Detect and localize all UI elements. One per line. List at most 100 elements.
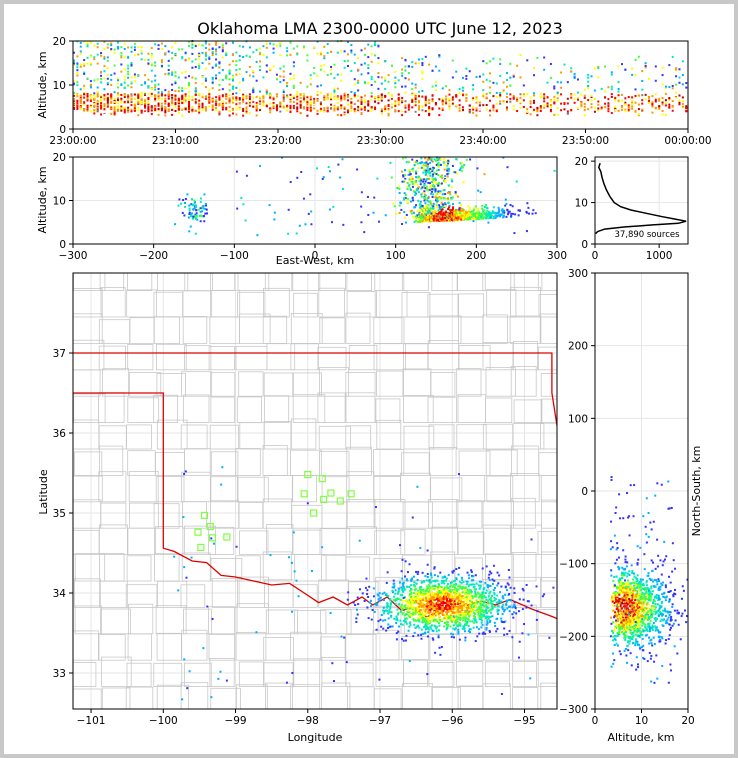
source-cell — [201, 51, 204, 54]
source-cell — [309, 106, 312, 109]
source-cell — [438, 591, 441, 594]
source-cell — [483, 610, 486, 613]
source-cell — [83, 103, 86, 106]
county-outline — [486, 475, 514, 503]
source-cell — [164, 107, 167, 110]
source-cell — [391, 586, 394, 589]
source-cell — [390, 103, 393, 106]
source-cell — [447, 608, 450, 611]
source-cell — [164, 101, 167, 104]
source-cell — [610, 93, 613, 96]
source-cell — [556, 93, 559, 96]
source-cell — [262, 53, 265, 56]
source-cell — [133, 75, 136, 78]
source-cell — [469, 631, 472, 634]
county-outline — [482, 273, 515, 291]
source-cell — [350, 107, 353, 110]
source-cell — [459, 595, 462, 598]
county-outline — [455, 661, 484, 688]
source-cell — [449, 618, 452, 621]
source-cell — [411, 196, 414, 199]
source-cell — [367, 213, 370, 216]
source-cell — [492, 104, 495, 107]
source-cell — [477, 608, 480, 611]
altitude-profile-line — [595, 162, 687, 235]
source-cell — [424, 180, 427, 183]
source-cell — [322, 176, 325, 179]
source-cell — [475, 101, 478, 104]
source-cell — [560, 93, 563, 96]
east-west-ylabel: Altitude, km — [36, 166, 49, 233]
source-cell — [631, 73, 634, 76]
source-cell — [407, 100, 410, 103]
source-cell — [593, 110, 596, 113]
source-cell — [474, 594, 477, 597]
source-cell — [435, 215, 438, 218]
source-cell — [157, 91, 160, 94]
source-cell — [418, 107, 421, 110]
source-cell — [140, 84, 143, 87]
source-cell — [255, 49, 258, 52]
source-cell — [76, 100, 79, 103]
source-cell — [292, 95, 295, 98]
source-cell — [478, 599, 481, 602]
source-cell — [113, 91, 116, 94]
source-cell — [430, 190, 433, 193]
source-cell — [366, 589, 369, 592]
source-cell — [384, 77, 387, 80]
source-cell — [191, 198, 194, 201]
source-cell — [631, 105, 634, 108]
source-cell — [184, 95, 187, 98]
source-cell — [177, 102, 180, 105]
county-outline — [428, 424, 455, 450]
source-cell — [297, 595, 300, 598]
source-cell — [402, 174, 405, 177]
county-outline — [317, 346, 347, 371]
source-cell — [167, 97, 170, 100]
source-cell — [282, 89, 285, 92]
source-cell — [419, 612, 422, 615]
source-cell — [424, 97, 427, 100]
county-outline — [239, 313, 271, 344]
source-cell — [296, 102, 299, 105]
source-cell — [411, 93, 414, 96]
source-cell — [566, 112, 569, 115]
source-cell — [401, 101, 404, 104]
source-cell — [411, 177, 414, 180]
source-cell — [244, 219, 247, 222]
source-cell — [302, 197, 305, 200]
source-cell — [506, 633, 509, 636]
source-cell — [464, 210, 467, 213]
source-cell — [272, 51, 275, 54]
source-cell — [370, 84, 373, 87]
county-outline — [509, 315, 542, 344]
county-outline — [319, 450, 350, 476]
source-cell — [367, 595, 370, 598]
county-outline — [127, 273, 153, 291]
source-cell — [543, 106, 546, 109]
source-cell — [110, 97, 113, 100]
source-cell — [424, 99, 427, 102]
source-cell — [360, 63, 363, 66]
source-cell — [438, 208, 441, 211]
source-cell — [336, 114, 339, 117]
source-cell — [137, 94, 140, 97]
source-cell — [434, 159, 437, 162]
source-cell — [140, 93, 143, 96]
source-cell — [508, 629, 511, 632]
source-cell — [451, 589, 454, 592]
source-cell — [451, 164, 454, 167]
source-cell — [390, 64, 393, 67]
source-cell — [476, 217, 479, 220]
source-cell — [167, 64, 170, 67]
source-cell — [469, 610, 472, 613]
source-cell — [514, 213, 517, 216]
source-cell — [96, 99, 99, 102]
source-cell — [218, 46, 221, 49]
county-outline — [99, 524, 128, 556]
source-cell — [442, 179, 445, 182]
source-cell — [252, 91, 255, 94]
source-cell — [471, 596, 474, 599]
source-cell — [370, 108, 373, 111]
source-cell — [252, 51, 255, 54]
